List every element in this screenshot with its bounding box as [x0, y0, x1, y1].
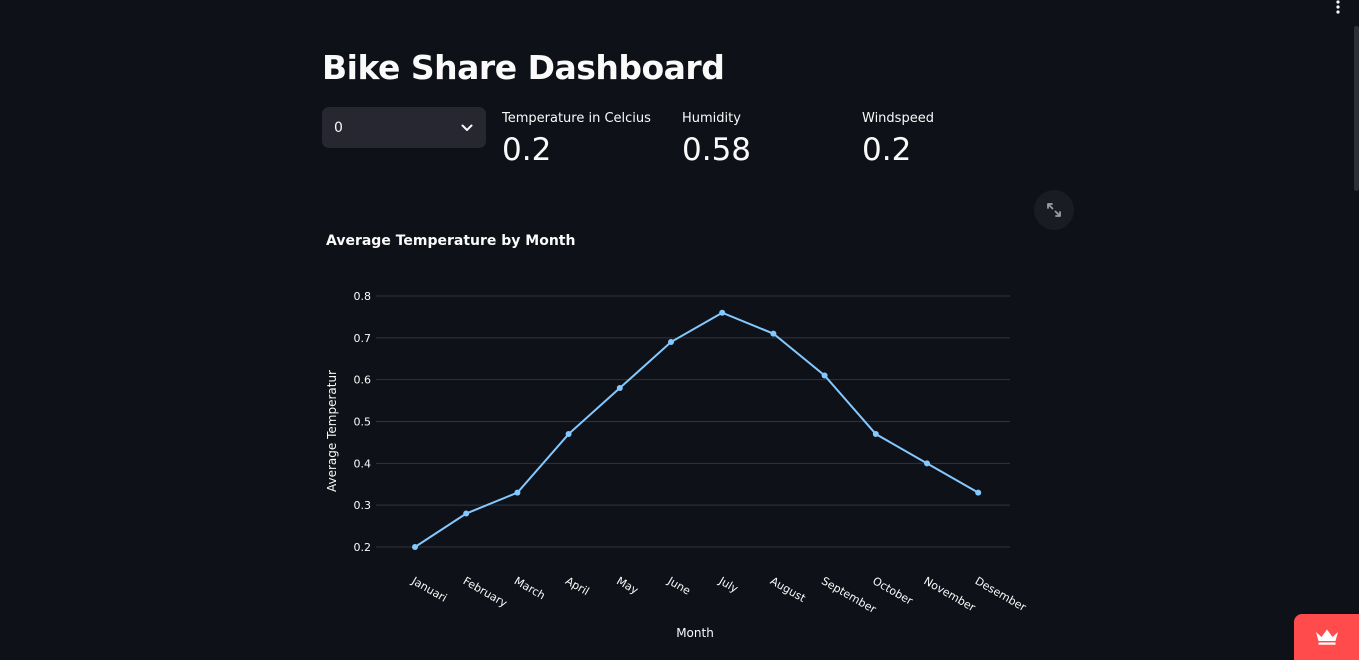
- month-select[interactable]: 0: [322, 107, 486, 148]
- data-point[interactable]: [719, 309, 726, 316]
- metric-humidity: Humidity 0.58: [682, 111, 751, 168]
- metric-temperature: Temperature in Celcius 0.2: [502, 111, 651, 168]
- y-tick-label: 0.2: [354, 541, 372, 554]
- metric-humidity-value: 0.58: [682, 132, 752, 168]
- chart-y-ticks: 0.2 0.3 0.4 0.5 0.6 0.7 0.8: [354, 290, 372, 554]
- x-tick-label: Desember: [973, 574, 1029, 614]
- series-line-average-temperature: [414, 311, 979, 548]
- expand-icon: [1047, 203, 1061, 217]
- data-point[interactable]: [616, 385, 623, 392]
- month-select-value: 0: [334, 119, 343, 136]
- x-tick-label: September: [819, 574, 879, 616]
- streamlit-badge[interactable]: [1294, 614, 1359, 660]
- x-tick-label: June: [665, 574, 693, 598]
- scrollbar[interactable]: [1354, 26, 1359, 191]
- x-tick-label: April: [563, 574, 591, 598]
- data-point[interactable]: [412, 544, 418, 550]
- data-point[interactable]: [770, 330, 777, 337]
- data-point[interactable]: [565, 431, 572, 438]
- chart-x-axis-label: Month: [676, 626, 714, 640]
- data-point[interactable]: [924, 460, 930, 467]
- fullscreen-button[interactable]: [1034, 190, 1074, 230]
- main-menu-button[interactable]: [1331, 0, 1345, 14]
- x-tick-label: February: [461, 574, 510, 610]
- y-tick-label: 0.3: [354, 499, 372, 512]
- data-point[interactable]: [668, 339, 674, 346]
- data-point[interactable]: [975, 489, 982, 496]
- y-tick-label: 0.7: [354, 332, 372, 345]
- x-tick-label: May: [614, 574, 641, 597]
- chart-x-ticks: Januari February March April May June July Augu…: [409, 574, 1029, 616]
- data-point[interactable]: [872, 431, 879, 438]
- metric-humidity-label: Humidity: [682, 111, 741, 126]
- chart-points: [412, 309, 982, 550]
- data-point[interactable]: [463, 510, 470, 517]
- metric-temperature-value: 0.2: [502, 132, 552, 168]
- chart-title: Average Temperature by Month: [326, 233, 575, 249]
- x-tick-label: March: [512, 574, 548, 602]
- metric-windspeed-value: 0.2: [862, 132, 912, 168]
- y-tick-label: 0.8: [354, 290, 372, 303]
- metric-windspeed: Windspeed 0.2: [862, 111, 934, 168]
- chart-y-axis-label: Average Temperatur: [325, 370, 339, 492]
- chart-grid: [376, 295, 1010, 548]
- data-point[interactable]: [821, 372, 828, 379]
- page-title: Bike Share Dashboard: [322, 48, 725, 87]
- x-tick-label: Januari: [409, 574, 449, 605]
- crown-icon: [1315, 629, 1338, 645]
- y-tick-label: 0.6: [354, 374, 372, 387]
- y-tick-label: 0.5: [354, 416, 372, 429]
- x-tick-label: August: [768, 574, 808, 605]
- metric-windspeed-label: Windspeed: [862, 111, 934, 126]
- vertical-dots-icon: [1336, 0, 1340, 14]
- x-tick-label: November: [922, 574, 978, 614]
- chevron-down-icon: [461, 124, 473, 131]
- data-point[interactable]: [514, 489, 521, 496]
- x-tick-label: October: [870, 574, 915, 608]
- x-tick-label: July: [716, 574, 741, 596]
- metric-temperature-label: Temperature in Celcius: [502, 111, 651, 126]
- y-tick-label: 0.4: [354, 457, 372, 470]
